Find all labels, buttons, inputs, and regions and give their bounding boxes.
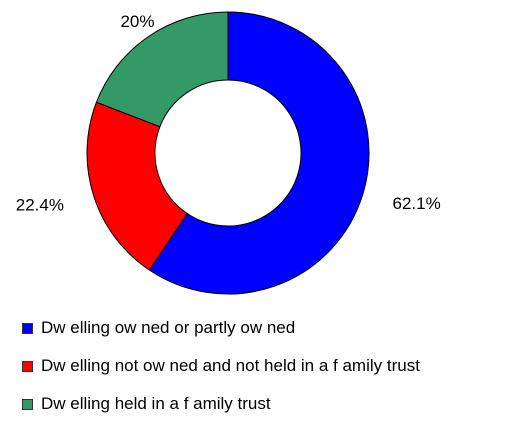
legend-swatch-blue — [22, 322, 33, 334]
legend-item-family-trust: Dw elling held in a f amily trust — [22, 394, 420, 414]
legend-item-owned: Dw elling ow ned or partly ow ned — [22, 318, 420, 338]
legend-swatch-green — [22, 398, 33, 410]
legend-label-family-trust: Dw elling held in a f amily trust — [41, 394, 271, 413]
slice-label-0: 62.1% — [393, 194, 441, 213]
slice-label-1: 22.4% — [16, 196, 64, 215]
donut-slices — [86, 11, 370, 295]
legend-swatch-red — [22, 360, 33, 372]
donut-slice-2 — [95, 11, 229, 128]
donut-slice-1 — [86, 101, 188, 271]
donut-chart: 62.1% 22.4% 20% — [16, 11, 441, 295]
legend-item-not-owned: Dw elling not ow ned and not held in a f… — [22, 356, 420, 376]
legend-label-owned: Dw elling ow ned or partly ow ned — [41, 318, 296, 337]
donut-slice-0 — [148, 11, 370, 295]
slice-labels: 62.1% 22.4% 20% — [16, 12, 441, 215]
legend: Dw elling ow ned or partly ow ned Dw ell… — [22, 318, 420, 414]
slice-label-2: 20% — [120, 12, 154, 31]
legend-label-not-owned: Dw elling not ow ned and not held in a f… — [41, 356, 420, 375]
